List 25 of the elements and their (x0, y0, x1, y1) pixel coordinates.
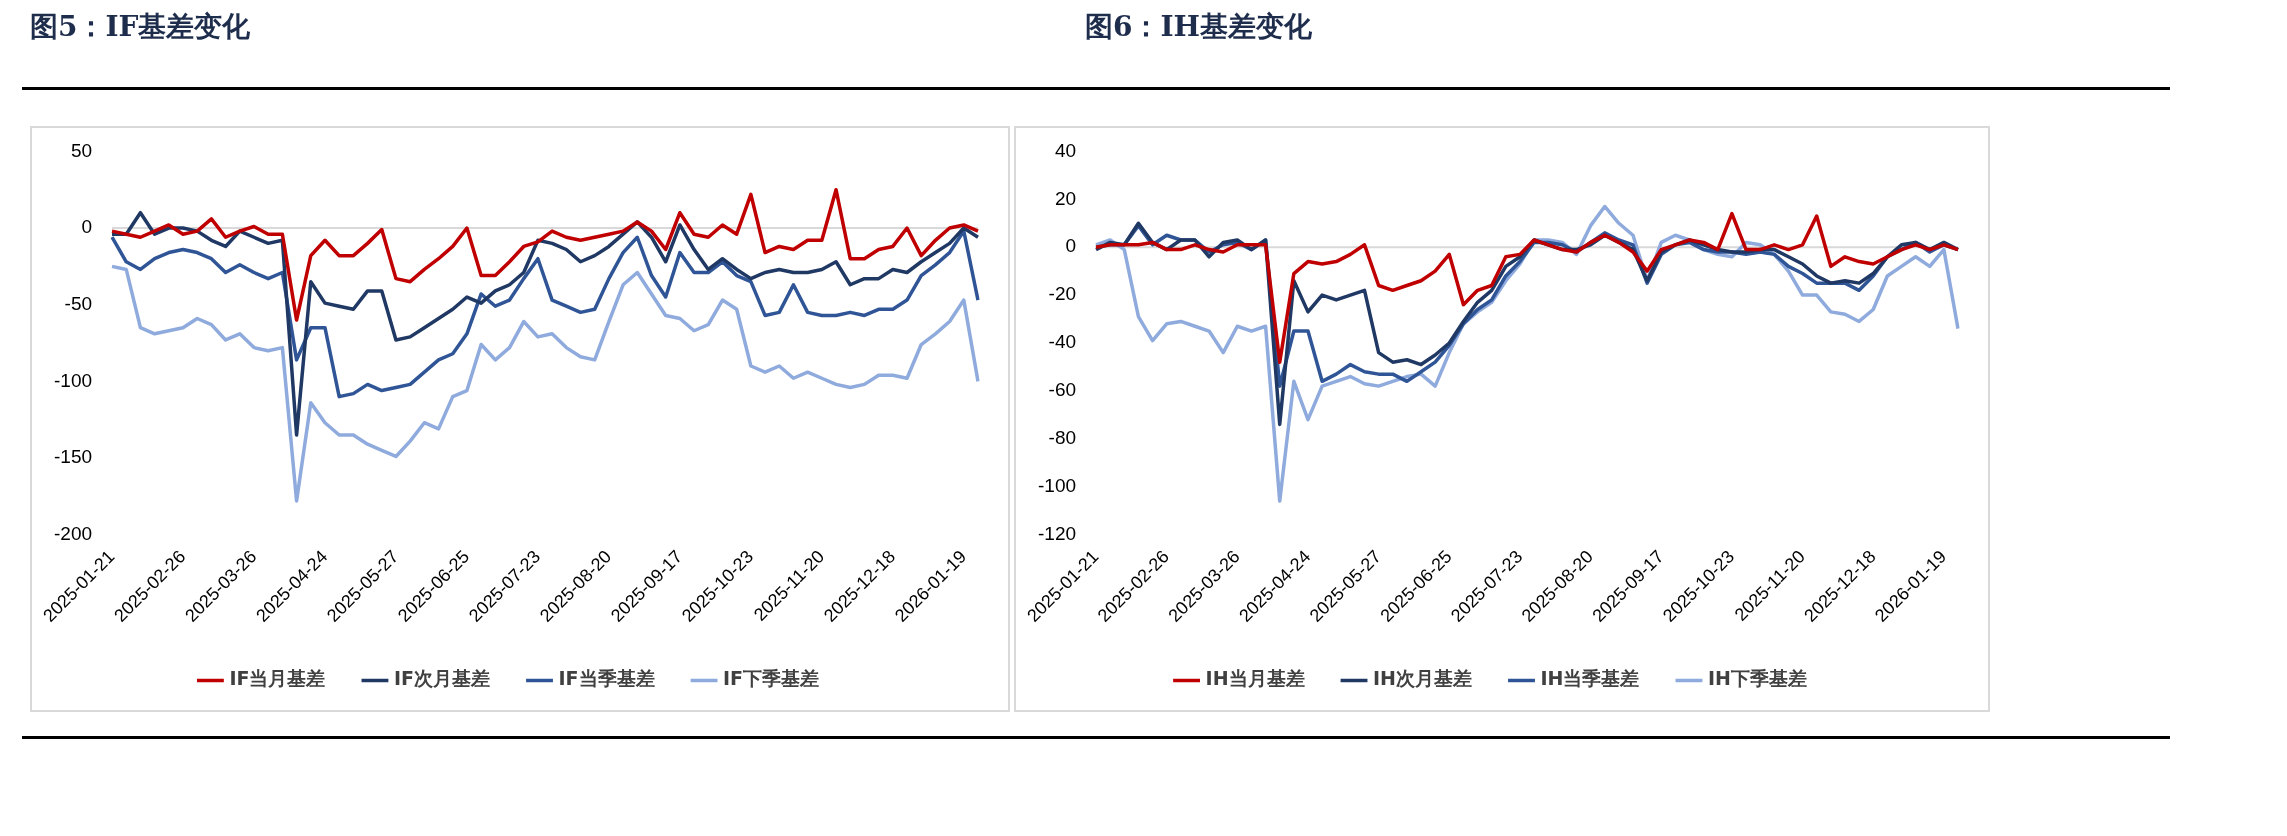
y-tick-label: -200 (54, 522, 93, 544)
y-tick-label: 20 (1054, 187, 1077, 209)
y-tick-label: 0 (81, 216, 93, 238)
y-tick-label: -50 (64, 292, 93, 314)
chart-title: 图5：IF基差变化 (30, 9, 251, 45)
y-tick-label: 0 (1065, 235, 1077, 257)
y-tick-label: -80 (1048, 427, 1077, 449)
legend-label: IF当月基差 (229, 667, 326, 690)
legend-label: IF下季基差 (723, 667, 820, 690)
y-tick-label: 50 (70, 139, 93, 161)
legend-label: IH次月基差 (1373, 667, 1473, 690)
y-tick-label: -100 (1038, 474, 1077, 496)
y-tick-label: -100 (54, 369, 93, 391)
y-tick-label: -40 (1048, 331, 1077, 353)
y-tick-label: -120 (1038, 522, 1077, 544)
y-tick-label: -60 (1048, 379, 1077, 401)
legend-label: IH当季基差 (1540, 667, 1640, 690)
y-tick-label: -150 (54, 446, 93, 468)
y-tick-label: -20 (1048, 283, 1077, 305)
y-tick-label: 40 (1054, 139, 1077, 161)
chart-title: 图6：IH基差变化 (1085, 9, 1313, 45)
legend-label: IH下季基差 (1707, 667, 1807, 690)
legend-label: IF当季基差 (558, 667, 655, 690)
legend-label: IF次月基差 (393, 667, 491, 690)
legend-label: IH当月基差 (1205, 667, 1305, 690)
